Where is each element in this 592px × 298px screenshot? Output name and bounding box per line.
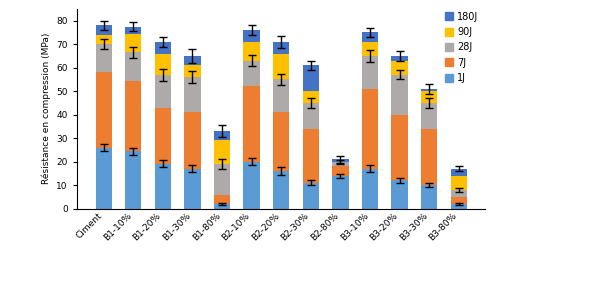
Bar: [273, 112, 289, 171]
Bar: [214, 140, 230, 164]
Bar: [332, 159, 349, 162]
Bar: [155, 108, 171, 164]
Bar: [362, 32, 378, 42]
Bar: [391, 56, 408, 60]
Bar: [243, 30, 260, 42]
Bar: [273, 171, 289, 209]
Y-axis label: Résistance en compression (MPa): Résistance en compression (MPa): [41, 33, 51, 184]
Bar: [303, 129, 319, 183]
Bar: [184, 169, 201, 209]
Bar: [95, 44, 112, 72]
Bar: [362, 169, 378, 209]
Bar: [332, 162, 349, 166]
Bar: [303, 65, 319, 91]
Bar: [125, 27, 141, 34]
Bar: [451, 204, 467, 209]
Bar: [184, 56, 201, 65]
Bar: [125, 80, 141, 151]
Bar: [362, 56, 378, 89]
Bar: [273, 42, 289, 54]
Bar: [125, 52, 141, 80]
Bar: [303, 91, 319, 103]
Bar: [273, 79, 289, 112]
Bar: [391, 60, 408, 75]
Bar: [214, 195, 230, 204]
Bar: [184, 112, 201, 169]
Bar: [243, 42, 260, 60]
Bar: [451, 176, 467, 190]
Bar: [155, 75, 171, 108]
Bar: [421, 103, 437, 129]
Bar: [125, 151, 141, 209]
Bar: [243, 162, 260, 209]
Bar: [214, 164, 230, 195]
Bar: [95, 148, 112, 209]
Bar: [421, 185, 437, 209]
Bar: [391, 115, 408, 180]
Bar: [391, 75, 408, 115]
Bar: [451, 190, 467, 197]
Bar: [184, 65, 201, 77]
Bar: [362, 42, 378, 56]
Bar: [332, 176, 349, 209]
Bar: [155, 164, 171, 209]
Bar: [95, 25, 112, 35]
Bar: [95, 72, 112, 148]
Bar: [421, 89, 437, 91]
Bar: [451, 169, 467, 176]
Bar: [303, 103, 319, 129]
Bar: [214, 131, 230, 140]
Bar: [451, 197, 467, 204]
Bar: [303, 183, 319, 209]
Bar: [421, 129, 437, 185]
Bar: [184, 77, 201, 112]
Bar: [125, 34, 141, 52]
Bar: [243, 60, 260, 86]
Bar: [95, 35, 112, 44]
Bar: [214, 204, 230, 209]
Bar: [421, 91, 437, 103]
Bar: [243, 86, 260, 162]
Bar: [391, 180, 408, 209]
Bar: [155, 42, 171, 54]
Bar: [362, 89, 378, 169]
Bar: [332, 166, 349, 176]
Legend: 180J, 90J, 28J, 7J, 1J: 180J, 90J, 28J, 7J, 1J: [443, 10, 481, 85]
Bar: [155, 54, 171, 75]
Bar: [273, 54, 289, 79]
